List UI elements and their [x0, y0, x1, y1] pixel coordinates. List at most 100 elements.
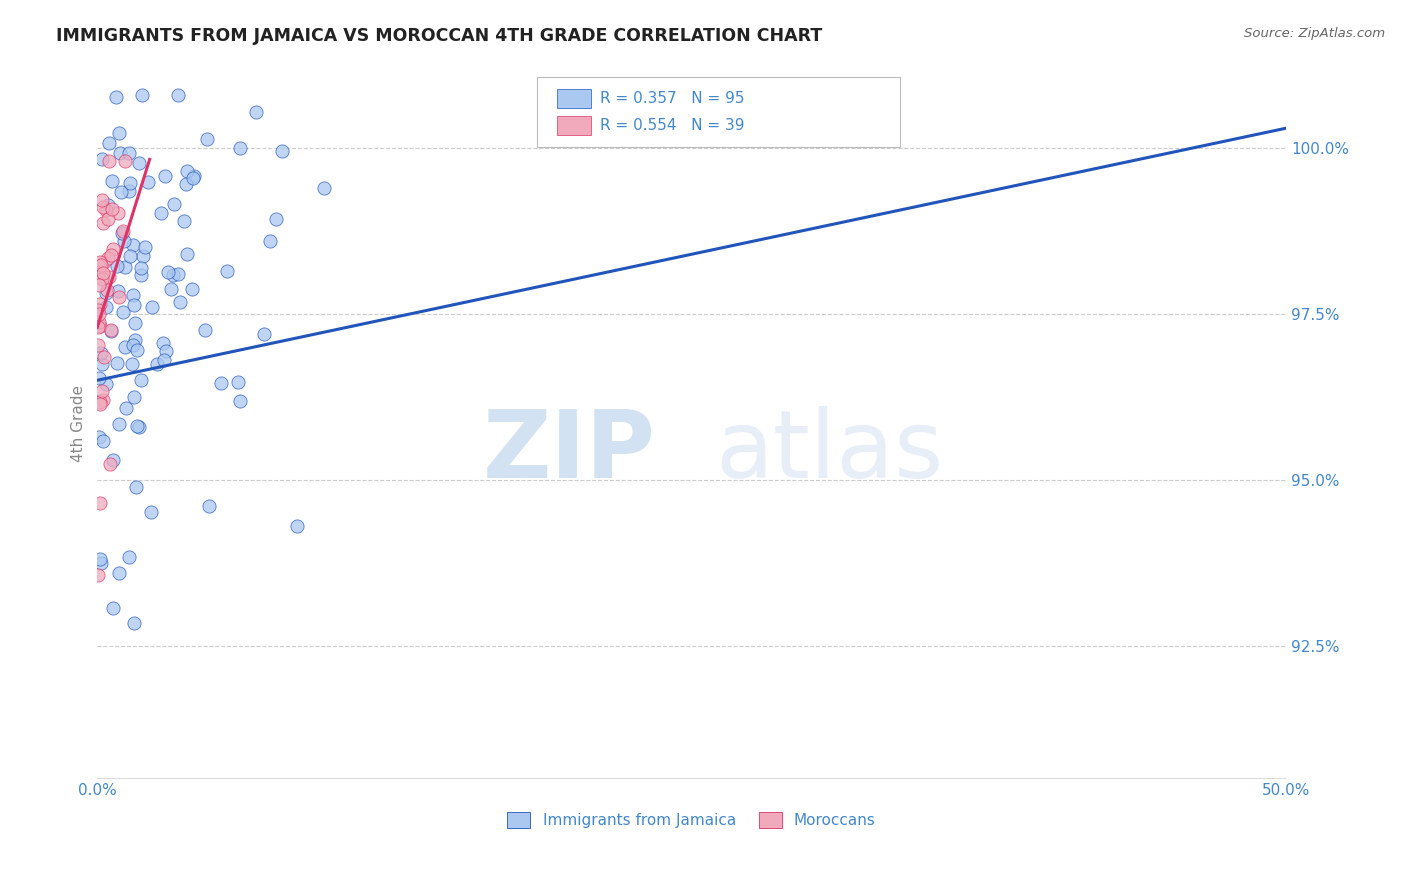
Point [87, 265, 110, 279]
Point [166, 88, 188, 103]
Point [91, 392, 114, 407]
Point [125, 343, 148, 358]
Point [245, 105, 267, 120]
Point [97, 269, 120, 284]
Point [259, 234, 281, 248]
Point [87, 277, 110, 292]
Point [101, 243, 124, 257]
Point [314, 181, 336, 195]
Point [169, 294, 191, 309]
Point [181, 171, 204, 186]
Point [131, 88, 153, 103]
Point [87, 338, 110, 352]
Point [176, 163, 198, 178]
Point [118, 249, 141, 263]
Point [89, 551, 111, 566]
Y-axis label: 4th Grade: 4th Grade [72, 384, 86, 462]
Point [101, 601, 124, 615]
Point [153, 353, 176, 368]
Point [100, 323, 122, 337]
Point [100, 174, 122, 188]
Point [139, 505, 162, 519]
Point [90, 357, 112, 371]
Point [166, 267, 188, 281]
Point [163, 197, 186, 211]
Point [253, 326, 276, 341]
Point [122, 238, 145, 252]
Text: R = 0.554   N = 39: R = 0.554 N = 39 [600, 118, 745, 133]
Point [271, 144, 294, 158]
Point [107, 284, 129, 298]
Point [111, 224, 134, 238]
Point [93, 255, 115, 269]
Point [107, 417, 129, 431]
Point [97, 154, 120, 169]
Point [229, 141, 252, 155]
Point [91, 152, 114, 166]
Point [217, 264, 239, 278]
Point [115, 401, 138, 415]
Point [285, 519, 308, 533]
Point [104, 90, 127, 104]
Point [89, 255, 111, 269]
Point [101, 202, 124, 216]
Bar [557, 89, 591, 108]
Point [181, 282, 204, 296]
Point [209, 376, 232, 390]
Point [90, 556, 112, 570]
Point [226, 375, 249, 389]
Point [122, 298, 145, 312]
Point [108, 146, 131, 161]
Point [87, 370, 110, 384]
Point [108, 127, 131, 141]
Point [87, 319, 110, 334]
Point [94, 300, 117, 314]
Point [87, 315, 110, 329]
Point [162, 268, 184, 283]
Point [131, 268, 153, 282]
Point [122, 390, 145, 404]
Point [264, 211, 287, 226]
Point [174, 177, 197, 191]
Point [100, 457, 122, 471]
Text: atlas: atlas [716, 406, 943, 498]
Point [124, 333, 146, 347]
Point [98, 136, 121, 151]
Point [87, 307, 110, 321]
Point [91, 216, 114, 230]
Point [100, 324, 122, 338]
Point [198, 500, 221, 514]
Point [96, 203, 118, 218]
Point [128, 156, 150, 170]
Point [155, 344, 177, 359]
Point [110, 185, 132, 199]
Point [87, 430, 110, 444]
Point [97, 198, 120, 212]
Point [89, 496, 111, 510]
Point [90, 258, 112, 272]
Point [136, 175, 159, 189]
Point [114, 154, 136, 169]
FancyBboxPatch shape [537, 77, 900, 146]
Point [93, 350, 115, 364]
Point [141, 300, 163, 314]
Point [157, 264, 180, 278]
Text: Source: ZipAtlas.com: Source: ZipAtlas.com [1244, 27, 1385, 40]
Point [195, 132, 218, 146]
Point [114, 340, 136, 354]
Point [91, 266, 114, 280]
Point [97, 252, 120, 266]
Point [96, 283, 118, 297]
Point [129, 261, 152, 276]
Point [89, 395, 111, 409]
Point [118, 184, 141, 198]
Bar [557, 116, 591, 135]
Point [108, 566, 131, 581]
Point [118, 549, 141, 564]
Point [118, 145, 141, 160]
Point [159, 282, 181, 296]
Point [89, 397, 111, 411]
Point [194, 323, 217, 337]
Point [87, 567, 110, 582]
Point [105, 356, 128, 370]
